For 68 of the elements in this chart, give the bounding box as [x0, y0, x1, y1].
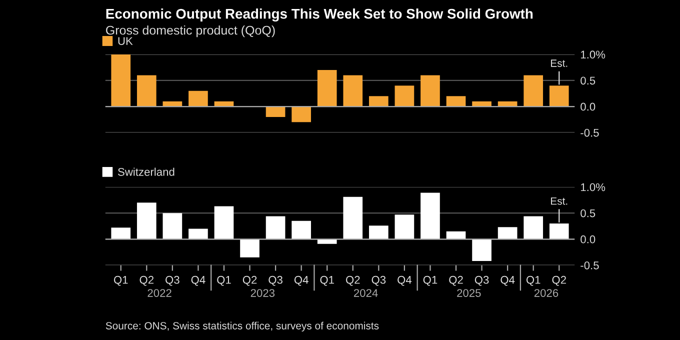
text: 2023 — [250, 289, 275, 297]
x-tick-label: Q4 — [398, 276, 412, 286]
x-tick-label: Q1 — [217, 276, 231, 286]
bar — [524, 75, 544, 107]
bar — [317, 239, 337, 244]
bar — [369, 96, 388, 107]
bar — [188, 228, 208, 240]
bar — [266, 216, 286, 240]
x-tick-label: Q2 — [140, 276, 154, 286]
y-tick-label: 0.5 — [580, 209, 596, 218]
bar — [136, 75, 156, 107]
bar — [549, 223, 569, 240]
bar — [420, 75, 440, 107]
bar — [343, 196, 363, 240]
y-tick-label: 0.0 — [580, 102, 596, 111]
x-tick-label: Q2 — [552, 276, 566, 286]
text: 2026 — [534, 289, 558, 297]
legend-label: Switzerland — [118, 168, 174, 176]
source-note: Source: ONS, Swiss statistics office, surveys of economists — [106, 322, 379, 332]
bar — [524, 216, 544, 240]
bar — [240, 239, 260, 258]
bar — [292, 106, 311, 122]
bar — [317, 70, 337, 107]
bar — [111, 228, 131, 240]
bar — [162, 213, 182, 240]
bar — [394, 86, 414, 107]
bar — [188, 90, 208, 107]
bar — [498, 227, 518, 240]
x-tick-label: Q4 — [294, 276, 308, 286]
x-tick-label: Q3 — [372, 276, 386, 286]
bar — [369, 226, 388, 240]
y-tick-label: 1.0% — [581, 50, 606, 59]
bar — [266, 106, 286, 117]
bar — [394, 214, 414, 240]
legend-label: UK — [118, 37, 133, 45]
y-tick-label: -0.5 — [580, 128, 599, 137]
bar — [343, 75, 363, 107]
x-tick-label: Q2 — [346, 276, 360, 286]
x-tick-label: Q4 — [500, 276, 515, 286]
y-tick-label: -0.5 — [580, 261, 599, 270]
x-tick-label: Q1 — [114, 276, 128, 286]
x-tick-label: Q2 — [449, 276, 463, 286]
chart-title: Economic Output Readings This Week Set to Show Solid Growth — [106, 8, 533, 22]
bar — [472, 239, 492, 262]
x-tick-label: Q2 — [242, 276, 257, 286]
bar — [214, 206, 234, 240]
bar — [420, 192, 440, 240]
x-tick-label: Q4 — [191, 276, 206, 286]
x-tick-label: Q1 — [423, 276, 438, 286]
annotation: Est. — [551, 60, 568, 67]
x-tick-label: Q3 — [268, 276, 282, 286]
bar — [136, 202, 156, 240]
x-tick-label: Q1 — [526, 276, 540, 286]
text: 2022 — [148, 289, 172, 297]
x-tick-label: Q3 — [166, 276, 180, 286]
y-tick-label: 0.5 — [580, 76, 596, 85]
text: 2025 — [457, 289, 481, 297]
y-tick-label: 1.0% — [581, 183, 606, 192]
y-tick-label: 0.0 — [580, 235, 596, 244]
chart-subtitle: Gross domestic product (QoQ) — [106, 26, 275, 38]
annotation: Est. — [551, 198, 568, 205]
bar — [111, 54, 131, 107]
bar — [549, 86, 569, 107]
text: 2024 — [354, 289, 378, 297]
bar — [292, 220, 311, 240]
x-tick-label: Q3 — [474, 276, 489, 286]
bar — [446, 96, 466, 107]
x-tick-label: Q1 — [320, 276, 334, 286]
